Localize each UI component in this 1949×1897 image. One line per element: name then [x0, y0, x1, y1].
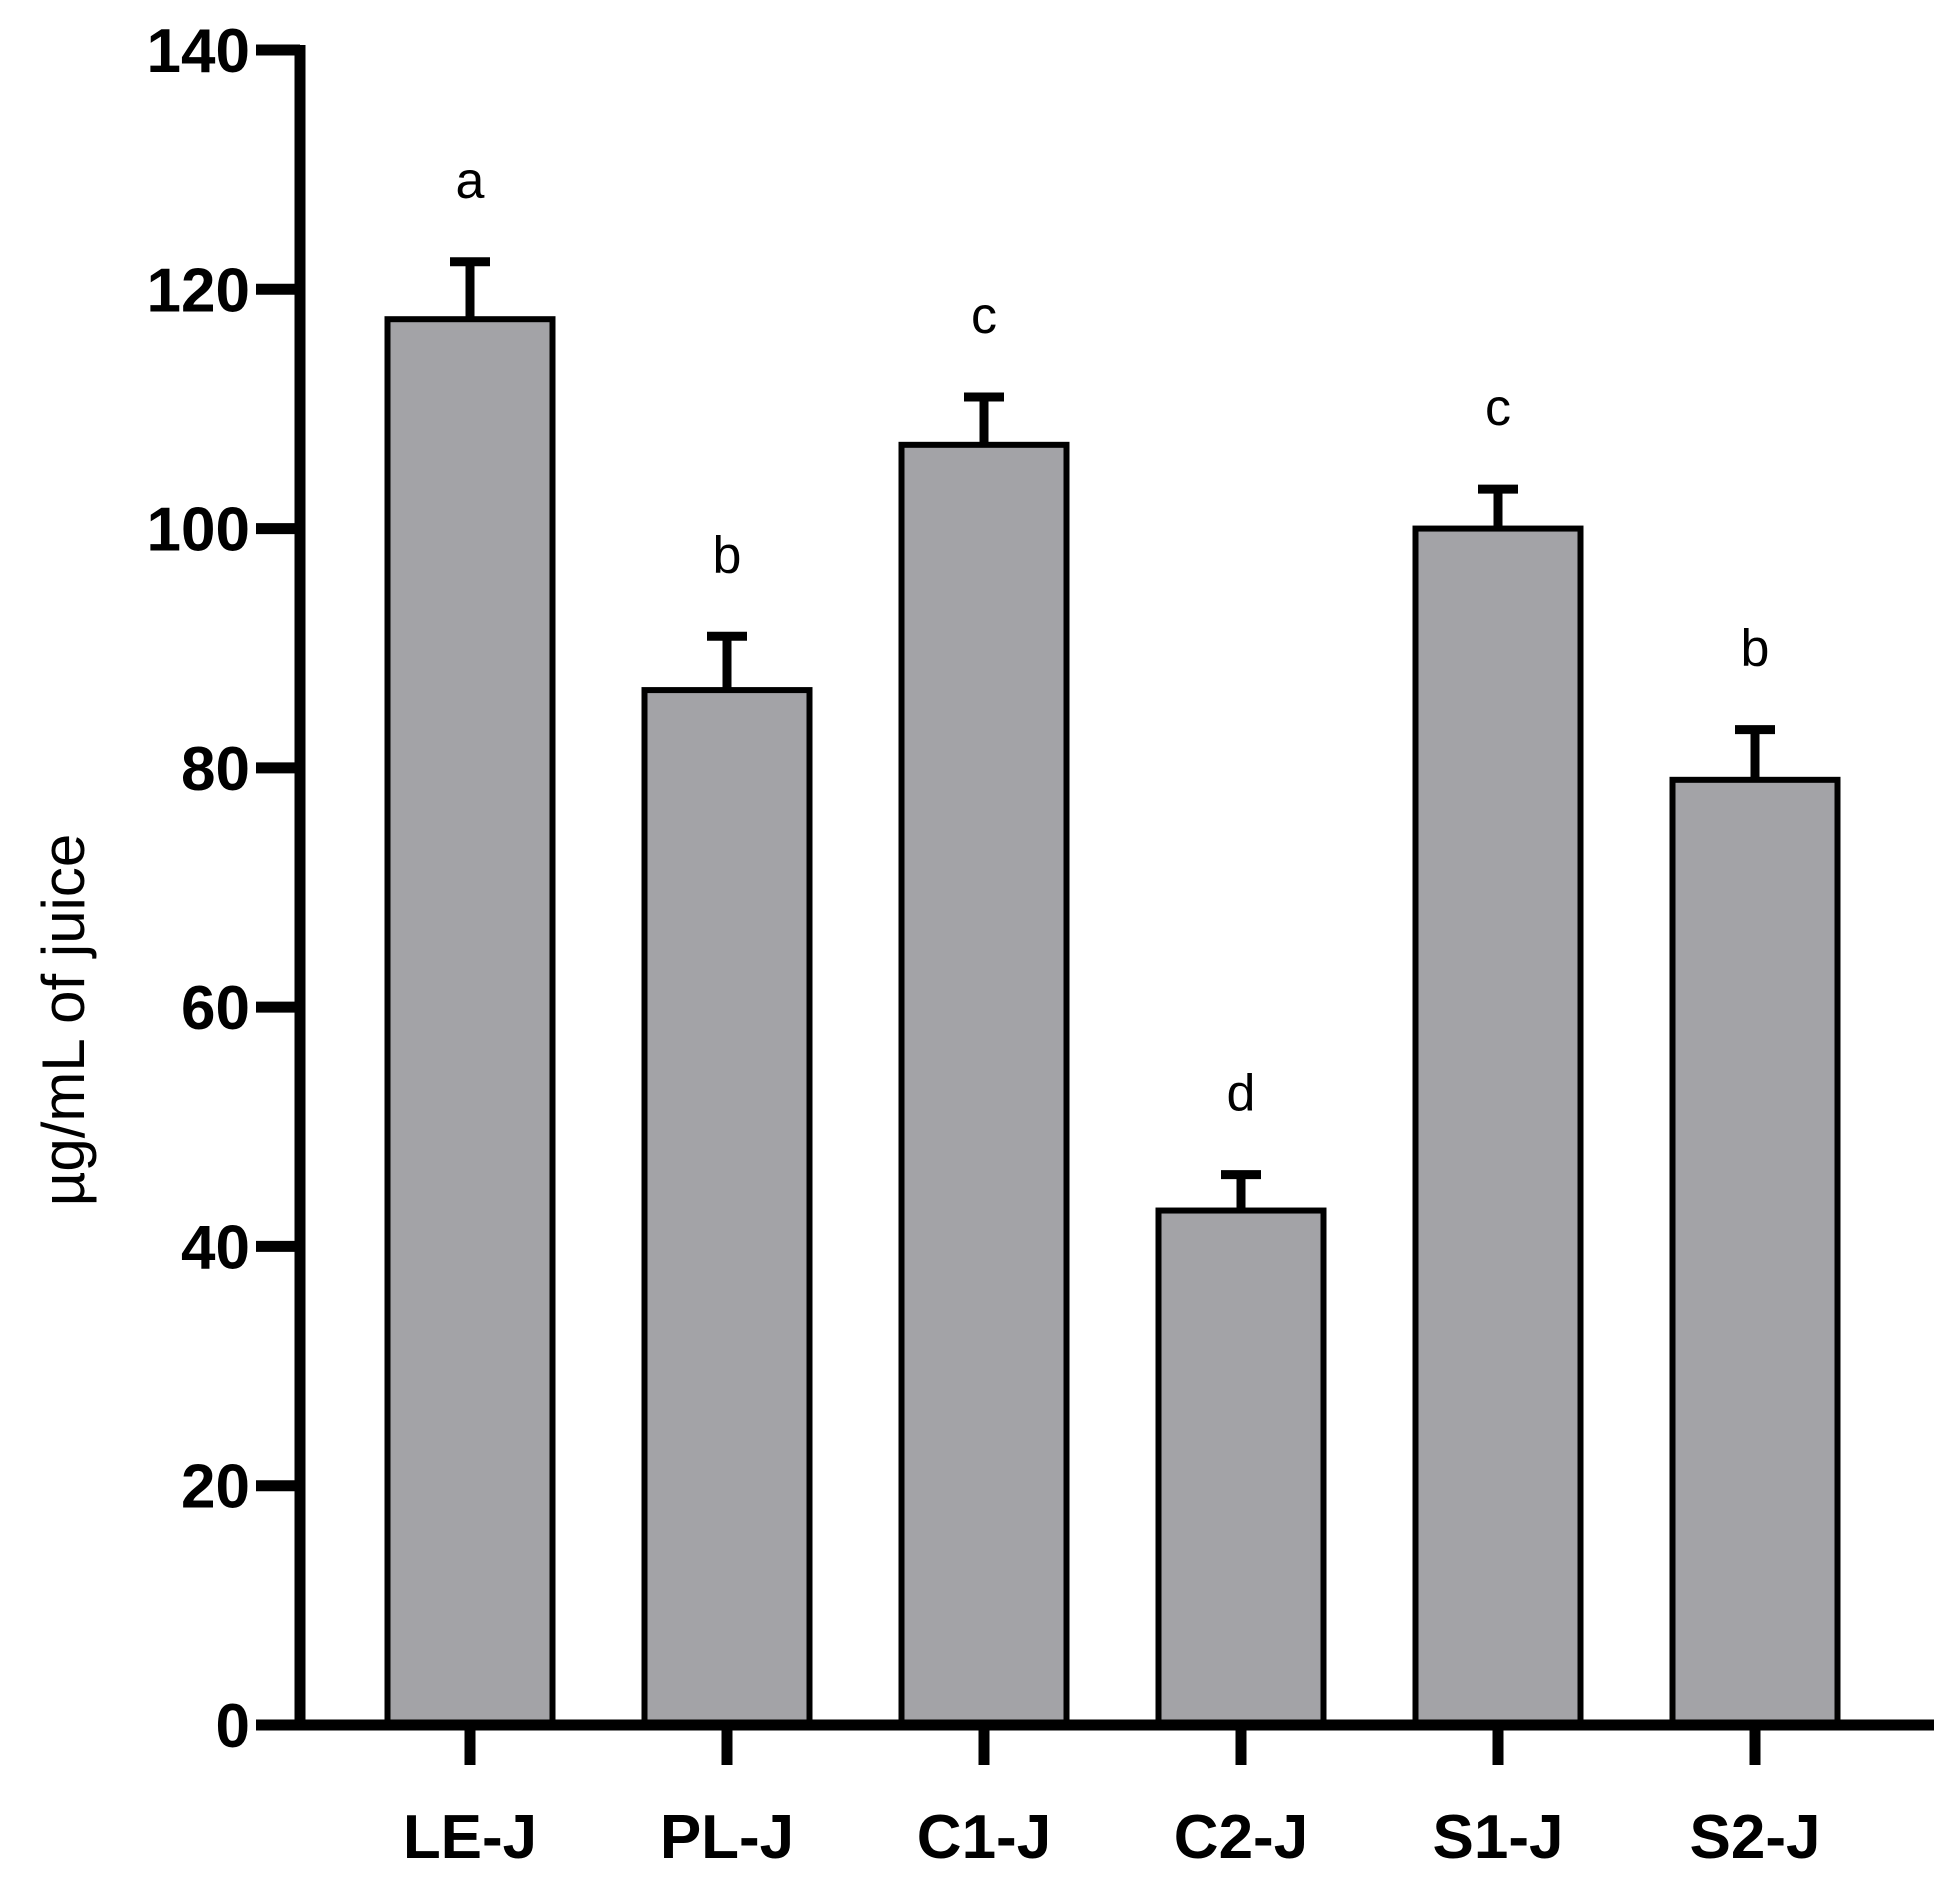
bar [641, 687, 813, 1729]
y-ticks: 0 20 40 60 80 100 120 140 [147, 17, 300, 1761]
x-tick-label: C1-J [917, 1803, 1051, 1872]
bar [1669, 776, 1841, 1728]
y-tick-label: 40 [181, 1213, 250, 1282]
error-bars-layer [450, 257, 1775, 1211]
significance-label: a [456, 152, 485, 210]
significance-label: b [1741, 620, 1770, 678]
bar [898, 441, 1070, 1729]
bar [1412, 525, 1584, 1728]
x-ticks: LE-J PL-J C1-J C2-J S1-J S2-J [403, 1725, 1821, 1872]
y-tick-label: 80 [181, 735, 250, 804]
y-tick-label: 20 [181, 1453, 250, 1522]
y-tick-label: 100 [147, 496, 250, 565]
x-tick-label: S1-J [1433, 1803, 1564, 1872]
bar [1155, 1207, 1327, 1729]
bars-layer [384, 316, 1841, 1729]
axes [294, 45, 1934, 1731]
significance-label: c [971, 287, 997, 345]
significance-label: d [1227, 1065, 1256, 1123]
y-tick-label: 140 [147, 17, 250, 86]
bar [384, 316, 556, 1729]
y-tick-label: 0 [216, 1692, 250, 1761]
significance-labels: a b c d c b [456, 152, 1770, 1123]
y-axis-title: µg/mL of juice [30, 834, 97, 1207]
y-tick-label: 120 [147, 256, 250, 325]
x-tick-label: C2-J [1174, 1803, 1308, 1872]
y-tick-label: 60 [181, 974, 250, 1043]
significance-label: c [1485, 379, 1511, 437]
x-tick-label: S2-J [1690, 1803, 1821, 1872]
x-tick-label: PL-J [660, 1803, 794, 1872]
x-tick-label: LE-J [403, 1803, 537, 1872]
significance-label: b [713, 526, 742, 584]
